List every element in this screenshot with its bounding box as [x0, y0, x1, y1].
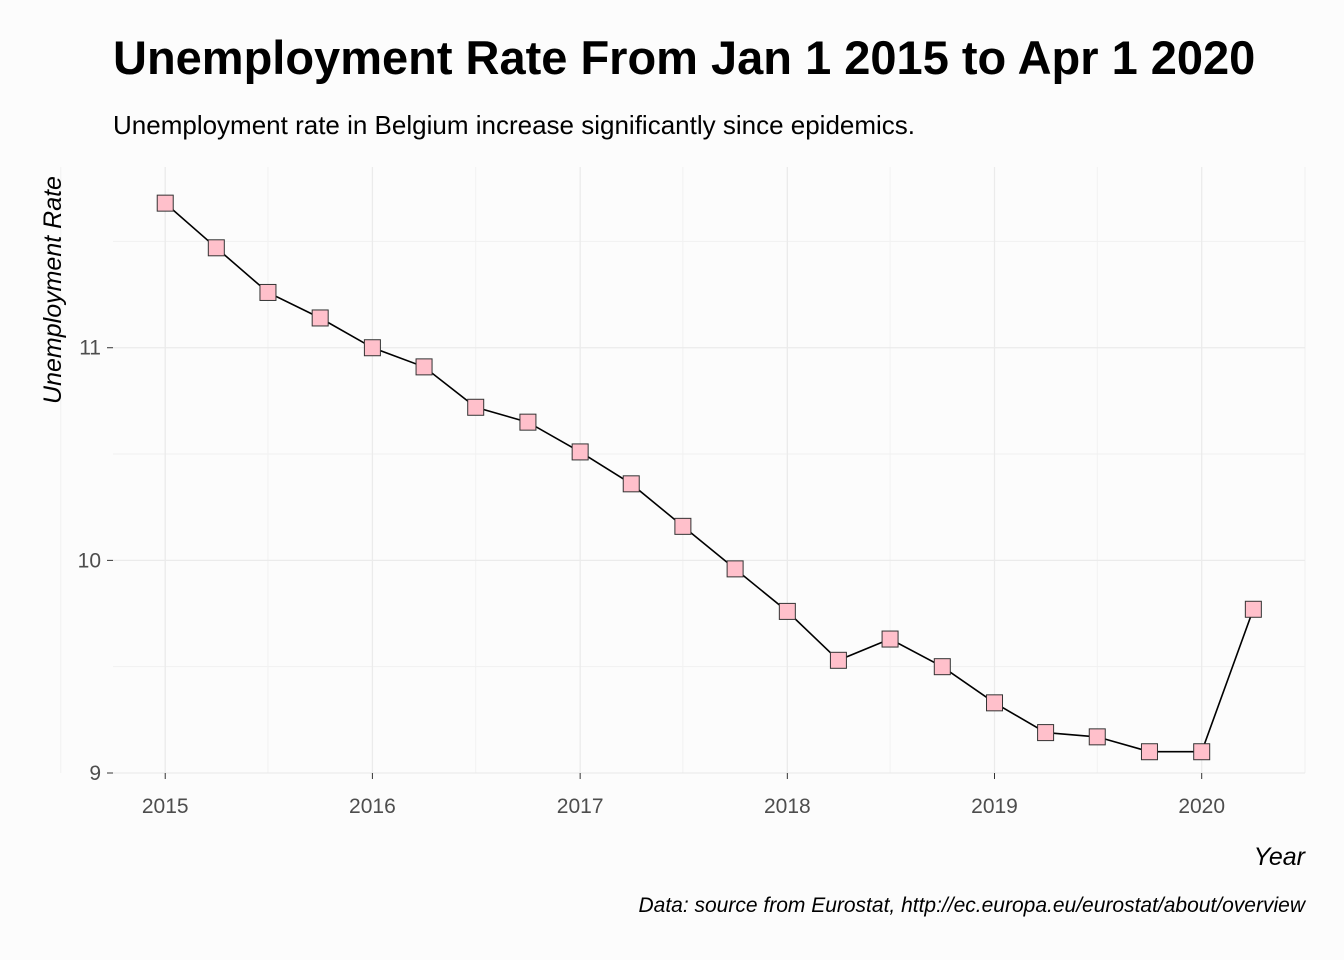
data-point-square: [726, 560, 744, 578]
data-point-square: [933, 658, 951, 676]
chart-caption: Data: source from Eurostat, http://ec.eu…: [638, 894, 1305, 917]
data-point-square: [829, 651, 847, 669]
data-point-square: [881, 630, 899, 648]
y-axis-title: Unemployment Rate: [39, 176, 67, 404]
y-tick-label: 10: [78, 549, 101, 572]
data-point-square: [1140, 743, 1158, 761]
data-point-square: [1037, 724, 1055, 742]
y-axis-ticks: 9 10 11: [78, 337, 113, 785]
chart-subtitle: Unemployment rate in Belgium increase si…: [113, 110, 916, 140]
data-point-square: [1244, 600, 1262, 618]
x-tick-label: 2017: [557, 795, 604, 818]
grid-lines: [60, 167, 1306, 774]
x-tick-label: 2018: [764, 795, 811, 818]
series-line: [164, 202, 1255, 753]
data-point-square: [363, 339, 381, 357]
chart-title: Unemployment Rate From Jan 1 2015 to Apr…: [113, 31, 1256, 84]
data-point-square: [778, 602, 796, 620]
data-point-square: [674, 517, 692, 535]
data-point-square: [571, 443, 589, 461]
data-points: [156, 194, 1262, 761]
data-point-square: [207, 239, 225, 257]
data-point-square: [259, 283, 277, 301]
y-tick-label: 9: [89, 762, 101, 785]
data-point-square: [1088, 728, 1106, 746]
x-axis-ticks: 2015 2016 2017 2018 2019 2020: [142, 773, 1225, 818]
y-tick-label: 11: [79, 337, 101, 360]
x-tick-label: 2016: [349, 795, 396, 818]
x-tick-label: 2020: [1178, 795, 1225, 818]
data-point-square: [415, 358, 433, 376]
data-point-square: [1193, 743, 1211, 761]
x-tick-label: 2019: [971, 795, 1018, 818]
x-tick-label: 2015: [142, 795, 189, 818]
x-axis-title: Year: [1254, 843, 1307, 871]
data-point-square: [986, 694, 1004, 712]
data-point-square: [311, 309, 329, 327]
data-point-square: [156, 194, 174, 212]
data-point-square: [519, 413, 537, 431]
data-point-square: [467, 398, 485, 416]
data-point-square: [622, 475, 640, 493]
